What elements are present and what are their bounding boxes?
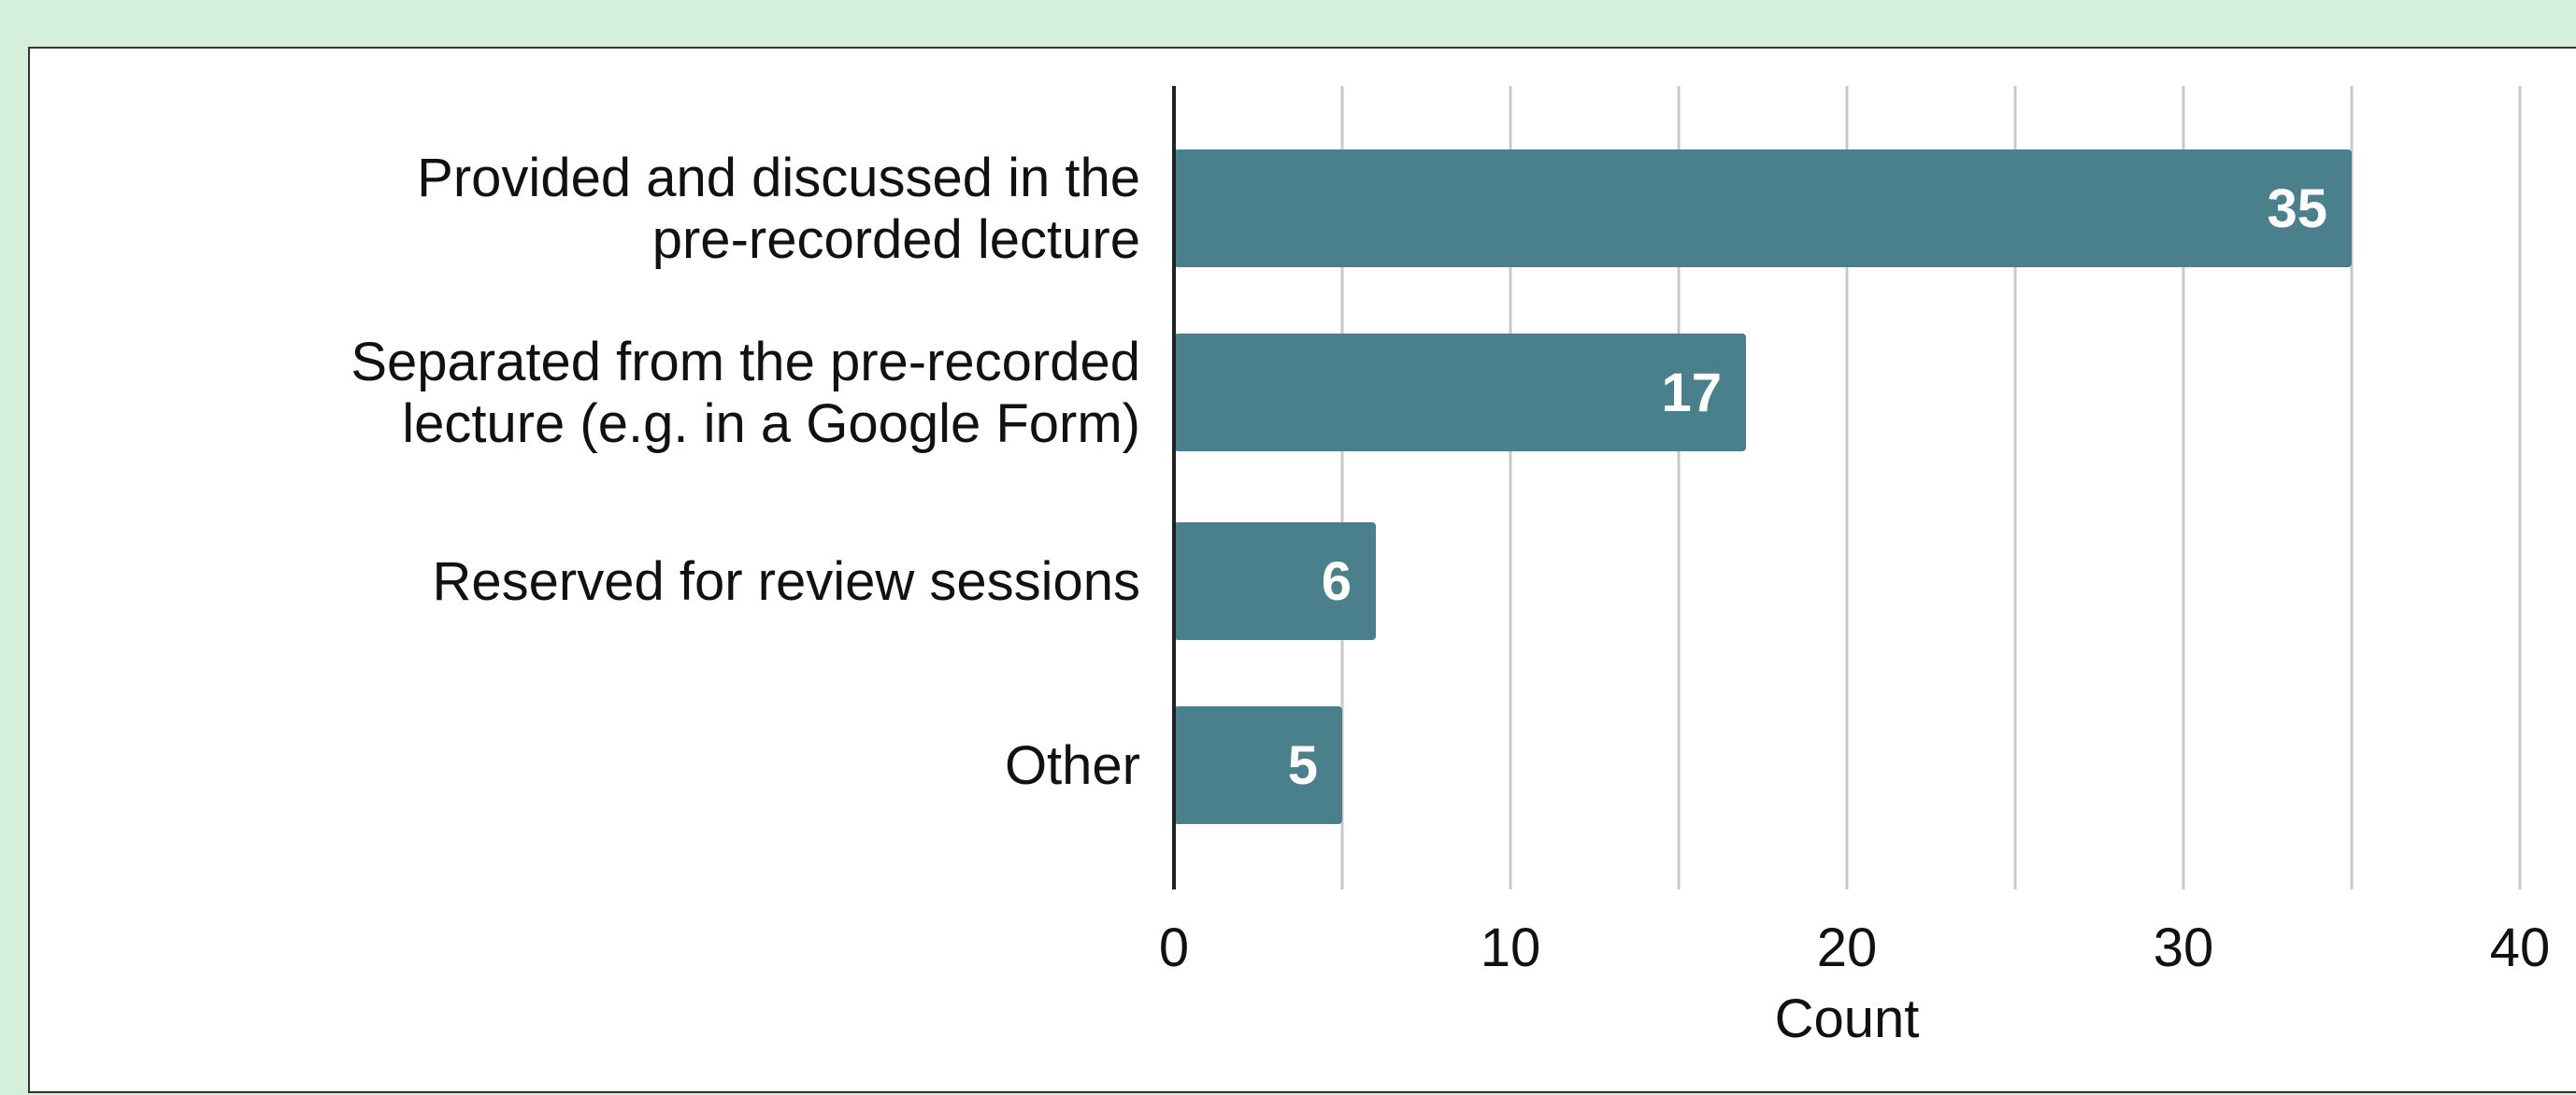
x-tick-label: 0 [1159,917,1189,978]
bar [1174,706,1342,824]
bar [1174,149,2352,267]
bar [1174,334,1746,451]
category-label: Separated from the pre-recorded lecture (… [351,332,1140,454]
x-tick-label: 10 [1481,917,1541,978]
bar-value-label: 35 [2267,178,2327,239]
category-labels: Provided and discussed in the pre-recorde… [351,148,1140,796]
category-label: Reserved for review sessions [432,551,1140,612]
category-label: Provided and discussed in the pre-recorde… [417,148,1140,270]
chart-panel: 35 17 6 5 Provided and discussed in the pre-… [28,47,2576,1093]
bar-value-label: 5 [1288,735,1318,796]
bars: 35 17 6 5 [1174,149,2352,824]
x-tick-label: 20 [1817,917,1878,978]
bar-value-label: 17 [1661,363,1722,423]
x-tick-labels: 0 10 20 30 40 [1159,917,2550,978]
bar-chart: 35 17 6 5 Provided and discussed in the pre-… [351,86,2550,1049]
x-tick-label: 30 [2154,917,2214,978]
x-axis-title: Count [1775,988,1920,1049]
x-tick-label: 40 [2490,917,2551,978]
bar-value-label: 6 [1322,551,1352,612]
bar [1174,522,1376,640]
category-label: Other [1005,735,1140,796]
